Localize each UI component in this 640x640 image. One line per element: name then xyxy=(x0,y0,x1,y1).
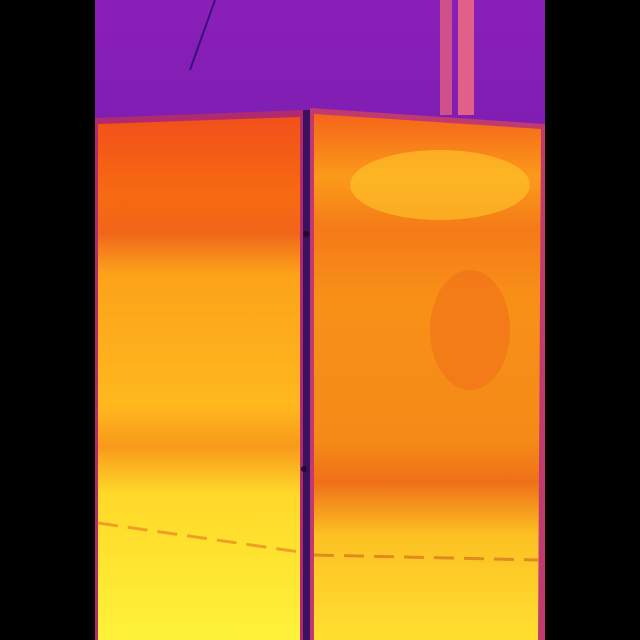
cell-seam xyxy=(97,521,301,554)
wire xyxy=(189,0,216,71)
bolt xyxy=(303,231,309,237)
warm-spot xyxy=(430,270,510,390)
cell-seam xyxy=(313,553,539,562)
bolt xyxy=(301,466,307,472)
panel-gap xyxy=(303,110,310,640)
solar-panel-right xyxy=(314,114,541,640)
solar-panel-left xyxy=(98,117,300,640)
pole xyxy=(458,0,474,115)
pole xyxy=(440,0,452,115)
hot-spot xyxy=(350,150,530,220)
